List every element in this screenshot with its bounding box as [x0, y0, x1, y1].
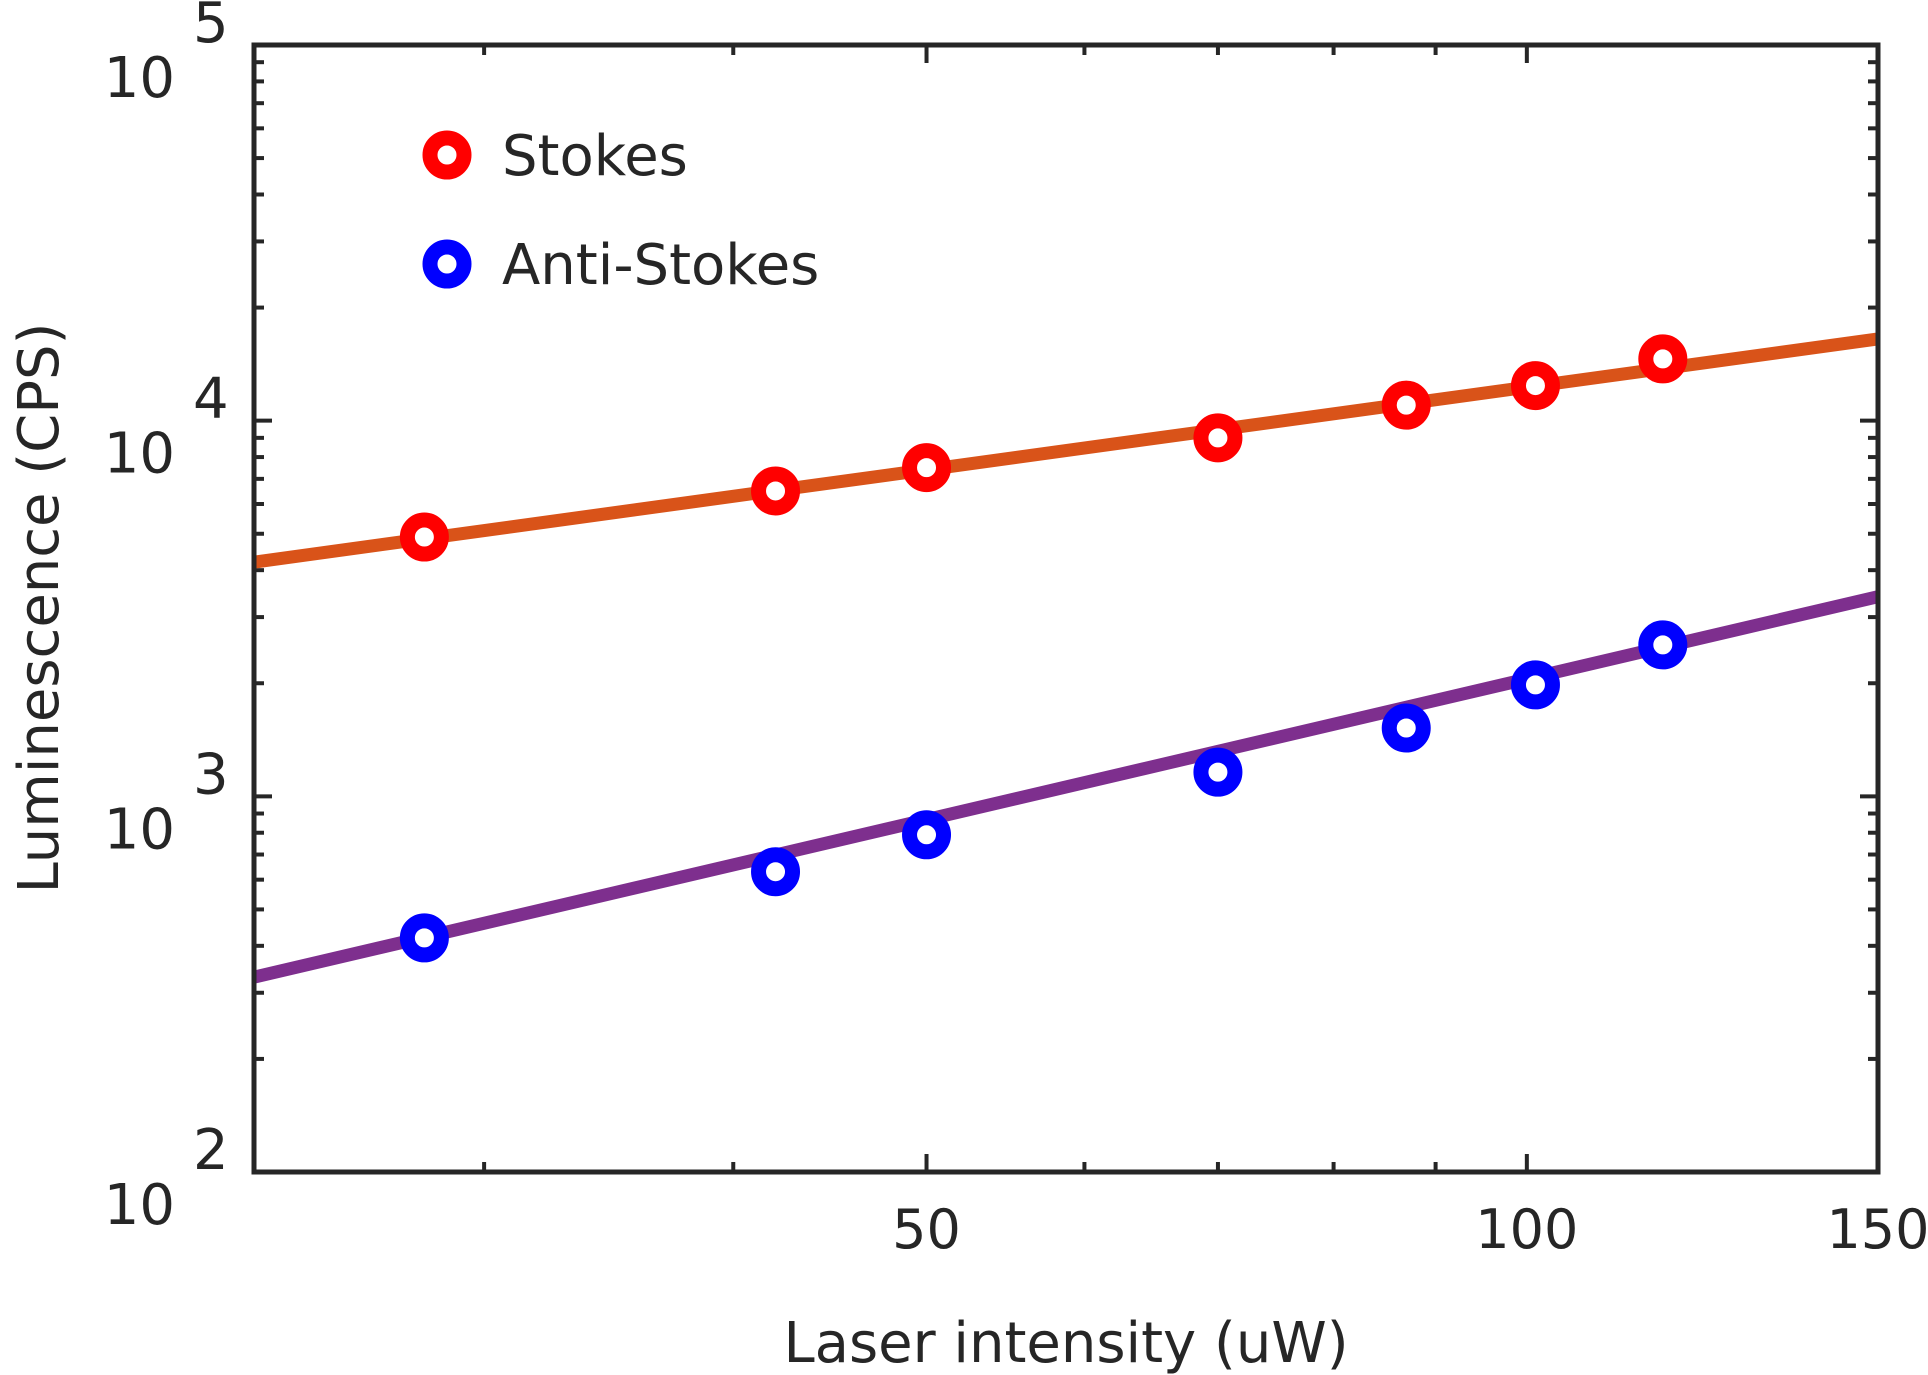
y-tick-label: 10 3 [104, 742, 229, 862]
series-1-point-6 [1638, 620, 1688, 670]
series-1-point-2 [902, 810, 952, 860]
y-axis-label: Luminescence (CPS) [7, 323, 72, 894]
series-0-point-3 [1193, 413, 1243, 463]
series-1-point-3 [1193, 747, 1243, 797]
series-0-point-5 [1510, 361, 1560, 411]
series-0-point-1 [751, 466, 801, 516]
legend-label: Stokes [502, 124, 688, 189]
fit-lines [252, 332, 1880, 984]
x-tick-label: 50 [892, 1198, 961, 1261]
x-tick-label: 150 [1826, 1198, 1928, 1261]
series-0-point-2 [902, 443, 952, 493]
y-tick-exponent: 4 [193, 367, 229, 432]
series-0-point-0 [399, 512, 449, 562]
fit-line-1 [252, 590, 1880, 984]
y-tick-base: 10 [104, 1173, 175, 1238]
legend-item-0: Stokes [422, 124, 688, 189]
series-0-point-6 [1638, 334, 1688, 384]
plot-frame [251, 42, 1881, 1175]
series-1-point-4 [1381, 703, 1431, 753]
y-tick-base: 10 [104, 797, 175, 862]
legend-marker [422, 239, 472, 289]
legend-label: Anti-Stokes [502, 233, 819, 298]
y-tick-exponent: 2 [193, 1118, 229, 1183]
y-tick-labels: 10 2 10 3 10 4 10 5 [104, 0, 229, 1238]
x-tick-labels: 50 100 150 [892, 1198, 1928, 1261]
legend-marker [422, 130, 472, 180]
y-tick-base: 10 [104, 422, 175, 487]
x-tick-label: 100 [1475, 1198, 1578, 1261]
x-axis-label: Laser intensity (uW) [783, 1311, 1348, 1375]
y-tick-label: 10 5 [104, 0, 229, 111]
series-1-point-1 [751, 847, 801, 897]
series-0-point-4 [1381, 380, 1431, 430]
plot-background [254, 45, 1878, 1172]
legend-item-1: Anti-Stokes [422, 233, 819, 298]
y-tick-exponent: 3 [193, 742, 229, 807]
y-tick-base: 10 [104, 46, 175, 111]
data-markers [399, 334, 1688, 963]
legend: Stokes Anti-Stokes [422, 124, 819, 298]
y-tick-exponent: 5 [193, 0, 229, 56]
series-1-point-5 [1510, 660, 1560, 710]
y-tick-label: 10 4 [104, 367, 229, 487]
fit-line-0 [253, 332, 1879, 569]
y-tick-label: 10 2 [104, 1118, 229, 1238]
series-1-point-0 [399, 913, 449, 963]
